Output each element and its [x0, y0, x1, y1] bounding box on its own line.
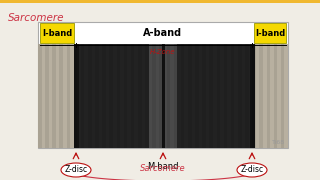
Text: I-band: I-band [42, 28, 72, 37]
Bar [88, 44, 92, 148]
Bar [109, 44, 113, 148]
Bar [188, 44, 192, 148]
Bar [38, 44, 42, 148]
Bar [38, 22, 288, 148]
Bar [38, 44, 288, 148]
Bar [131, 44, 134, 148]
Text: M-band: M-band [147, 162, 179, 171]
Bar [138, 44, 141, 148]
Bar [281, 44, 284, 148]
Text: Sarcomere: Sarcomere [140, 164, 186, 173]
Bar [250, 44, 254, 148]
Bar [40, 23, 74, 43]
Bar [74, 44, 77, 148]
Bar [76, 44, 252, 148]
Bar [217, 44, 220, 148]
Bar [149, 44, 177, 148]
Bar [238, 44, 242, 148]
Bar [145, 44, 149, 148]
Bar [252, 44, 256, 148]
Text: H-Zone: H-Zone [150, 48, 176, 55]
Bar [102, 44, 106, 148]
Bar [260, 44, 263, 148]
Bar [231, 44, 235, 148]
Bar [209, 44, 213, 148]
Bar [116, 44, 120, 148]
Bar [254, 23, 286, 43]
Bar [202, 44, 206, 148]
Bar [267, 44, 270, 148]
Ellipse shape [237, 163, 267, 177]
Text: I-band: I-band [255, 28, 285, 37]
Bar [0, 0, 320, 3]
Bar [52, 44, 56, 148]
Bar [224, 44, 227, 148]
Bar [95, 44, 99, 148]
Bar [152, 44, 156, 148]
Bar [162, 44, 164, 148]
Text: Z-disc: Z-disc [64, 165, 88, 174]
Text: Sarcomere: Sarcomere [8, 13, 65, 23]
Bar [60, 44, 63, 148]
Bar [181, 44, 184, 148]
Bar [245, 44, 249, 148]
Bar [81, 44, 84, 148]
Bar [167, 44, 170, 148]
Text: Ti68: Ti68 [272, 140, 285, 145]
Bar [195, 44, 199, 148]
Bar [159, 44, 163, 148]
Bar [45, 44, 49, 148]
Bar [74, 44, 78, 148]
Bar [124, 44, 127, 148]
Bar [174, 44, 177, 148]
Bar [274, 44, 277, 148]
Bar [67, 44, 70, 148]
Ellipse shape [61, 163, 91, 177]
Text: Z-disc: Z-disc [240, 165, 264, 174]
Text: A-band: A-band [143, 28, 183, 38]
